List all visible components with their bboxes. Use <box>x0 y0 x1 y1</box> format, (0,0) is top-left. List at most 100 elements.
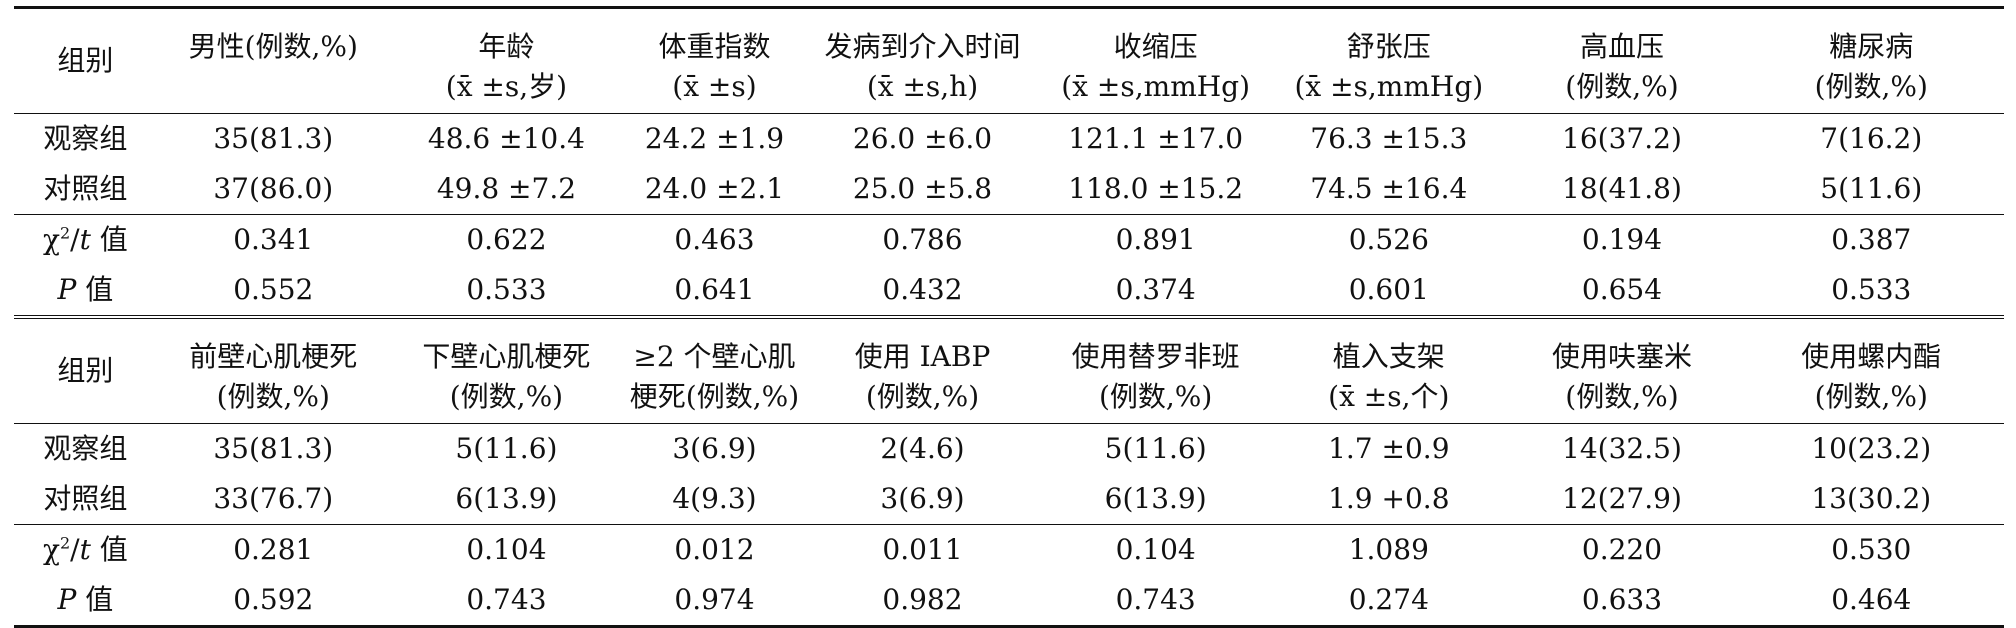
p-value: 0.633 <box>1505 575 1739 628</box>
stat-value: 0.891 <box>1039 214 1273 265</box>
column-header: 糖尿病 <box>1738 6 2004 61</box>
table-cell: 33(76.7) <box>213 482 334 515</box>
column-header-unit: (例数,%) <box>1814 380 1928 413</box>
column-header: 高血压 <box>1505 6 1739 61</box>
column-header-unit: (例数,%) <box>1814 70 1928 103</box>
p-value: 0.982 <box>805 575 1040 628</box>
table-cell: 48.6 ±10.4 <box>389 113 624 164</box>
stat-value: 0.786 <box>805 214 1040 265</box>
value-word: 值 <box>90 533 128 566</box>
column-header: 收缩压 <box>1039 6 1273 61</box>
column-header: 男性(例数,%) <box>156 6 390 61</box>
column-header-unit: (例数,%) <box>216 380 330 413</box>
table-cell: 5(11.6) <box>1039 423 1273 474</box>
chi-symbol: χ <box>42 533 60 566</box>
p-value: 0.533 <box>1831 273 1912 306</box>
group-header: 组别 <box>14 6 157 114</box>
column-header-unit: (例数,%) <box>1565 380 1679 413</box>
row-label: 对照组 <box>43 172 128 205</box>
stat-value: 0.341 <box>156 214 390 265</box>
column-header: 使用替罗非班 <box>1039 315 1273 371</box>
stat-row-chi: χ2/t 值 0.341 0.622 0.463 0.786 0.891 0.526 0.19… <box>14 214 2004 265</box>
column-header: 下壁心肌梗死 <box>389 315 624 371</box>
chi-superscript: 2 <box>59 223 71 243</box>
p-value: 0.432 <box>882 273 963 306</box>
table-cell: 6(13.9) <box>455 482 558 515</box>
table-cell: 35(81.3) <box>156 423 390 474</box>
column-header: 植入支架 <box>1272 315 1506 371</box>
table-cell: 1.9 +0.8 <box>1328 482 1450 515</box>
t-symbol: t <box>79 533 91 566</box>
column-header-unit <box>157 61 390 114</box>
column-header: 发病到介入时间 <box>805 6 1040 61</box>
p-value: 0.552 <box>233 273 314 306</box>
value-word: 值 <box>76 583 114 616</box>
stat-value: 0.387 <box>1738 214 2004 265</box>
column-header-unit: (例数,%) <box>865 380 980 413</box>
p-label: P 值 <box>14 265 157 317</box>
p-value: 0.592 <box>156 575 390 628</box>
column-header-unit: (x̄ ±s,mmHg) <box>1061 70 1251 103</box>
column-header-unit: (例数,%) <box>1565 70 1679 103</box>
p-symbol: P <box>57 583 77 616</box>
table-cell: 74.5 ±16.4 <box>1310 172 1468 205</box>
value-word: 值 <box>76 273 114 306</box>
value-word: 值 <box>90 223 128 256</box>
stat-value: 0.281 <box>156 524 390 575</box>
column-header: 年龄 <box>389 6 624 61</box>
row-label: 观察组 <box>14 423 157 474</box>
table-cell: 37(86.0) <box>213 172 334 205</box>
p-value: 0.464 <box>1738 575 2004 628</box>
stat-value: 0.463 <box>623 214 806 265</box>
table-cell: 6(13.9) <box>1104 482 1207 515</box>
p-value: 0.274 <box>1272 575 1506 628</box>
header-row-sub: (例数,%) (例数,%) 梗死(例数,%) (例数,%) (例数,%) (x̄ ±s,个… <box>14 371 2004 424</box>
stat-value: 0.622 <box>389 214 624 265</box>
stat-value: 0.011 <box>805 524 1040 575</box>
header-row: 组别 前壁心肌梗死 下壁心肌梗死 ≥2 个壁心肌 使用 IABP 使用替罗非班 植入支架 使用… <box>14 315 2004 424</box>
row-label: 对照组 <box>43 482 128 515</box>
p-value: 0.374 <box>1115 273 1196 306</box>
t-symbol: t <box>79 223 91 256</box>
header-row: 组别 男性(例数,%) 年龄 体重指数 发病到介入时间 收缩压 舒张压 高血压 糖尿病 <box>14 6 2004 114</box>
chi-slash: / <box>70 533 80 566</box>
table-cell: 18(41.8) <box>1562 172 1682 205</box>
column-header: 使用 IABP <box>805 315 1040 371</box>
chi-label: χ2/t 值 <box>14 214 157 265</box>
column-header: 体重指数 <box>623 6 806 61</box>
table-cell: 13(30.2) <box>1811 482 1932 515</box>
chi-superscript: 2 <box>59 533 71 553</box>
table-row: 观察组 35(81.3) 48.6 ±10.4 24.2 ±1.9 26.0 ±6.0 1… <box>14 113 2004 164</box>
stat-value: 0.012 <box>623 524 806 575</box>
table-cell: 3(6.9) <box>880 482 965 515</box>
table-cell: 35(81.3) <box>156 113 390 164</box>
column-header-unit: (x̄ ±s) <box>672 70 757 103</box>
column-header-unit: (例数,%) <box>1098 380 1213 413</box>
chi-symbol: χ <box>42 223 60 256</box>
row-label: 观察组 <box>14 113 157 164</box>
table-row: 对照组 37(86.0) 49.8 ±7.2 24.0 ±2.1 25.0 ±5.8 11… <box>14 164 2004 215</box>
column-header: 使用螺内酯 <box>1738 315 2004 371</box>
stat-value: 0.530 <box>1738 524 2004 575</box>
column-header-unit: 梗死(例数,%) <box>629 380 800 413</box>
table-cell: 2(4.6) <box>805 423 1040 474</box>
group-header: 组别 <box>14 315 157 424</box>
table-cell: 12(27.9) <box>1562 482 1682 515</box>
stat-value: 0.104 <box>1039 524 1273 575</box>
header-row-sub: (x̄ ±s,岁) (x̄ ±s) (x̄ ±s,h) (x̄ ±s,mmHg) (x̄… <box>14 61 2004 114</box>
stat-value: 0.194 <box>1505 214 1739 265</box>
p-value: 0.601 <box>1348 273 1429 306</box>
table-cell: 76.3 ±15.3 <box>1272 113 1506 164</box>
stat-value: 0.104 <box>389 524 624 575</box>
table-cell: 5(11.6) <box>1820 172 1923 205</box>
baseline-comparison-table: 组别 男性(例数,%) 年龄 体重指数 发病到介入时间 收缩压 舒张压 高血压 糖尿病 (x̄ ±… <box>14 6 2004 628</box>
table-cell: 3(6.9) <box>623 423 806 474</box>
table-row: 观察组 35(81.3) 5(11.6) 3(6.9) 2(4.6) 5(11.6) 1.7… <box>14 423 2004 474</box>
chi-label: χ2/t 值 <box>14 524 157 575</box>
table-cell: 4(9.3) <box>672 482 757 515</box>
chi-slash: / <box>70 223 80 256</box>
column-header-unit: (x̄ ±s,mmHg) <box>1294 70 1484 103</box>
column-header-unit: (x̄ ±s,个) <box>1328 380 1450 413</box>
stat-row-p: P 值 0.592 0.743 0.974 0.982 0.743 0.274 0.633 0.… <box>14 575 2004 628</box>
p-symbol: P <box>57 273 77 306</box>
